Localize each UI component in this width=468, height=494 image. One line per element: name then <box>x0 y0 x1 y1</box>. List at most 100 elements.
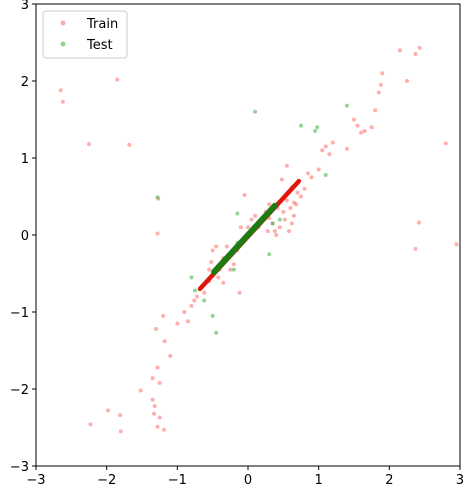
train-point <box>192 298 197 303</box>
train-point <box>284 198 289 203</box>
y-tick-label: 1 <box>21 152 29 167</box>
x-tick-label: 0 <box>244 473 252 488</box>
train-point <box>282 217 287 222</box>
train-point <box>376 90 381 95</box>
train-point <box>253 213 258 218</box>
train-point <box>291 213 296 218</box>
train-point <box>118 429 123 434</box>
train-point <box>306 171 311 176</box>
train-point <box>246 225 250 230</box>
train-point <box>249 217 254 222</box>
test-point <box>323 172 328 177</box>
test-point <box>315 125 320 130</box>
train-point <box>289 221 294 226</box>
train-point <box>405 79 409 83</box>
train-point <box>127 142 132 147</box>
train-point <box>224 244 229 249</box>
train-point <box>157 415 162 420</box>
train-point <box>369 125 374 130</box>
train-point <box>228 267 233 272</box>
train-point <box>207 267 212 272</box>
test-point <box>253 109 258 114</box>
train-point <box>454 242 459 247</box>
train-point <box>60 99 65 104</box>
train-point <box>195 294 200 299</box>
train-point <box>150 376 155 381</box>
train-point <box>87 142 91 147</box>
train-point <box>327 152 332 157</box>
train-point <box>185 319 190 324</box>
train-point <box>237 290 242 295</box>
y-tick-label: −2 <box>10 383 29 398</box>
train-point <box>281 209 286 214</box>
train-point <box>288 206 293 211</box>
train-point <box>291 200 296 205</box>
train-point <box>155 365 160 370</box>
train-point <box>238 225 243 230</box>
y-tick-label: −1 <box>10 306 29 321</box>
train-point <box>413 52 418 57</box>
train-point <box>274 233 279 237</box>
train-point <box>359 130 364 135</box>
train-point <box>417 220 422 225</box>
train-point <box>299 194 303 199</box>
train-point <box>378 82 383 87</box>
test-point <box>189 275 194 280</box>
train-point <box>115 77 120 82</box>
train-point <box>380 71 385 76</box>
train-point <box>221 280 226 285</box>
test-point <box>277 217 282 222</box>
test-point <box>235 211 240 216</box>
train-point <box>161 313 166 318</box>
train-point <box>279 177 284 182</box>
x-tick-label: −1 <box>168 473 187 488</box>
train-point <box>231 262 236 267</box>
train-point <box>286 229 291 234</box>
test-point <box>299 123 303 128</box>
ticks-layer: −3 −2 −1 0 1 2 3 −3 −2 −1 0 1 2 3 <box>10 0 464 488</box>
train-point <box>277 225 282 230</box>
y-tick-label: 3 <box>21 0 29 13</box>
train-point <box>152 411 157 416</box>
points-layer <box>58 45 459 434</box>
train-point <box>295 190 300 195</box>
train-point <box>214 244 219 249</box>
test-legend-label: Test <box>86 38 113 53</box>
test-dense-band <box>211 202 278 275</box>
train-point <box>355 123 360 128</box>
train-point <box>362 129 367 134</box>
train-point <box>175 321 180 326</box>
train-point <box>162 339 167 344</box>
train-point <box>210 248 215 253</box>
x-tick-label: 1 <box>315 473 323 488</box>
train-point <box>209 259 214 264</box>
train-point <box>152 403 157 408</box>
train-point <box>58 88 63 93</box>
train-point <box>323 144 328 149</box>
train-point <box>242 192 247 197</box>
train-point <box>309 175 314 180</box>
test-point <box>202 298 207 303</box>
train-point <box>443 141 448 146</box>
train-point <box>155 231 160 236</box>
train-point <box>284 163 289 168</box>
train-point <box>316 167 321 172</box>
x-tick-label: 3 <box>456 473 464 488</box>
train-point <box>161 427 166 432</box>
train-point <box>182 310 187 314</box>
train-point <box>352 117 356 122</box>
test-point <box>210 313 215 318</box>
train-point <box>168 353 173 358</box>
train-point <box>189 303 194 308</box>
x-tick-label: −2 <box>97 473 116 488</box>
train-point <box>267 202 272 207</box>
train-point <box>216 275 221 280</box>
x-tick-label: 2 <box>385 473 393 488</box>
train-point <box>118 413 123 418</box>
train-point <box>397 48 402 53</box>
test-point <box>231 267 236 272</box>
train-point <box>320 148 325 153</box>
train-point <box>155 424 160 429</box>
train-point <box>302 186 307 191</box>
